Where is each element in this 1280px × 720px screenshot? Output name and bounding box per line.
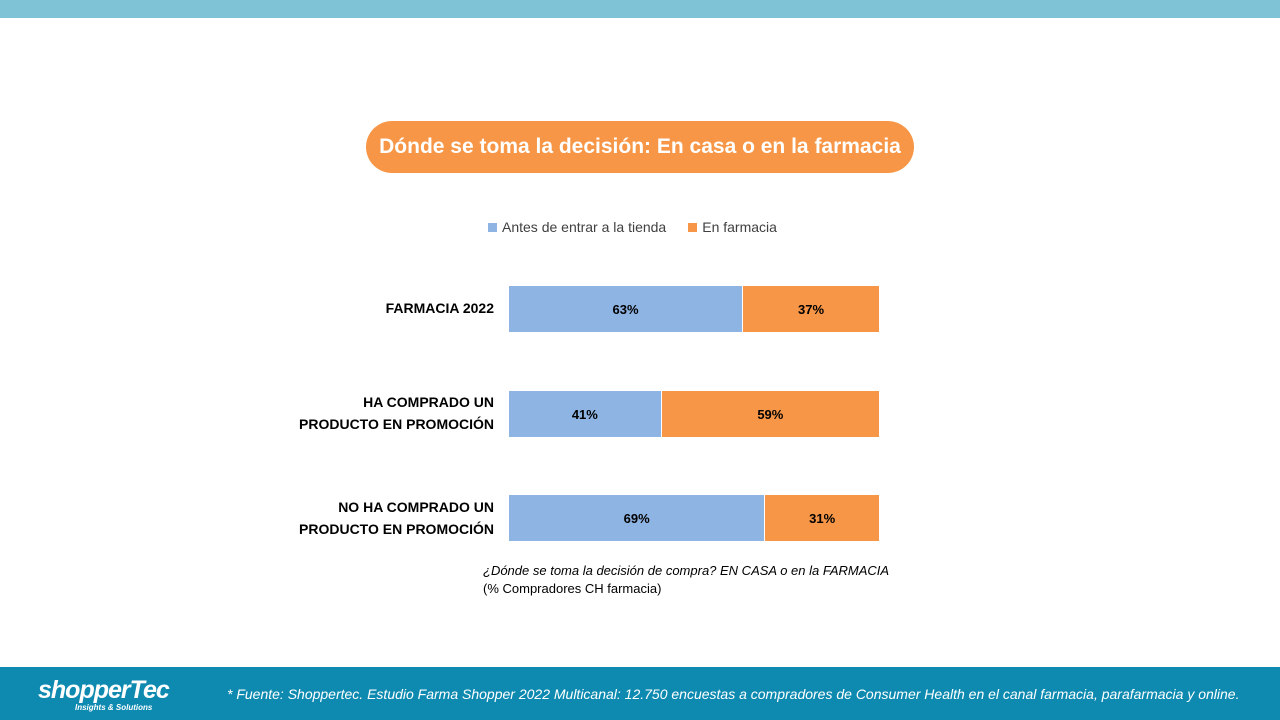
data-label: 31%: [809, 510, 836, 526]
legend-item-in-pharmacy: En farmacia: [688, 219, 777, 235]
category-label-farmacia-2022: FARMACIA 2022: [385, 300, 494, 316]
legend-swatch-in-pharmacy: [688, 222, 698, 232]
data-label: 69%: [623, 510, 650, 526]
bar-segment-in-pharmacy: 31%: [764, 495, 879, 541]
bar-row-not-bought-promotion: 69% 31%: [509, 495, 879, 541]
bar-segment-before-store: 63%: [509, 286, 743, 332]
chart-title: Dónde se toma la decisión: En casa o en …: [366, 121, 914, 173]
category-label-not-bought-promotion: NO HA COMPRADO UN PRODUCTO EN PROMOCIÓN: [299, 499, 494, 537]
chart-legend: Antes de entrar a la tienda En farmacia: [488, 217, 799, 237]
bar-segment-in-pharmacy: 37%: [742, 286, 879, 332]
bar-segment-before-store: 69%: [509, 495, 765, 541]
bar-row-bought-promotion: 41% 59%: [509, 391, 879, 437]
footer-band: [0, 667, 1280, 720]
top-accent-band: [0, 0, 1280, 18]
source-note: * Fuente: Shoppertec. Estudio Farma Shop…: [227, 686, 1240, 702]
category-label-bought-promotion: HA COMPRADO UN PRODUCTO EN PROMOCIÓN: [299, 394, 494, 432]
legend-label-before-store: Antes de entrar a la tienda: [502, 219, 667, 235]
data-label: 59%: [757, 406, 784, 422]
legend-item-before-store: Antes de entrar a la tienda: [488, 219, 666, 235]
shoppertec-logo: shopperTec Insights & Solutions: [38, 675, 183, 715]
legend-label-in-pharmacy: En farmacia: [702, 219, 777, 235]
bar-row-farmacia-2022: 63% 37%: [509, 286, 879, 332]
data-label: 41%: [571, 406, 598, 422]
logo-tagline: Insights & Solutions: [75, 703, 153, 712]
survey-question: ¿Dónde se toma la decisión de compra? EN…: [483, 562, 889, 598]
survey-question-text: ¿Dónde se toma la decisión de compra? EN…: [483, 563, 890, 578]
bar-segment-before-store: 41%: [509, 391, 661, 437]
survey-base-note: (% Compradores CH farmacia): [483, 581, 662, 596]
legend-swatch-before-store: [488, 222, 497, 232]
data-label: 63%: [612, 301, 639, 317]
bar-segment-in-pharmacy: 59%: [660, 391, 879, 437]
logo-wordmark: shopperTec: [38, 676, 170, 704]
data-label: 37%: [798, 301, 825, 317]
